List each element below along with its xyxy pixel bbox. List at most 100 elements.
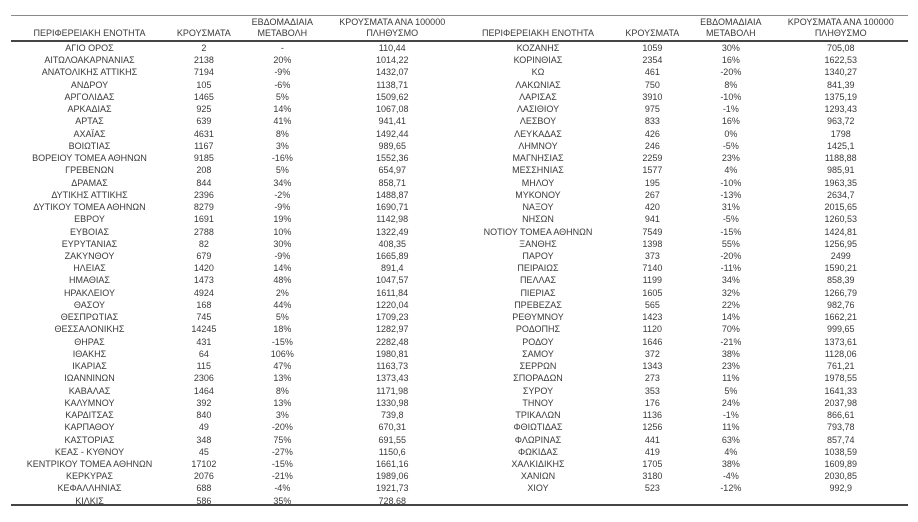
cases-cell: 7140 xyxy=(642,263,663,274)
table-header-right: ΠΕΡΙΦΕΡΕΙΑΚΗ ΕΝΟΤΗΤΑ ΚΡΟΥΣΜΑΤΑ ΕΒΔΟΜΑΔΙΑ… xyxy=(459,16,908,42)
weekly-change-cell: 22% xyxy=(721,299,740,310)
cases-cell: 2076 xyxy=(193,471,214,482)
table-row: ΠΙΕΡΙΑΣ 1605 32% 1266,79 xyxy=(460,287,909,299)
cases-cell: 419 xyxy=(644,446,660,457)
region-cell: ΚΩ xyxy=(531,67,545,78)
weekly-change-cell: -4% xyxy=(274,483,291,494)
weekly-change-cell: -2% xyxy=(274,189,291,200)
cases-per-100k-cell: 2499 xyxy=(830,250,851,261)
cases-per-100k-cell: 841,39 xyxy=(826,79,855,90)
table-row: ΔΥΤΙΚΗΣ ΑΤΤΙΚΗΣ 2396 -2% 1488,87 xyxy=(11,189,460,201)
table-row: ΚΕΦΑΛΛΗΝΙΑΣ 688 -4% 1921,73 xyxy=(11,482,460,494)
cases-cell: 8279 xyxy=(193,202,214,213)
region-cell: ΠΙΕΡΙΑΣ xyxy=(520,287,556,298)
cases-cell: 7194 xyxy=(193,67,214,78)
region-cell: ΧΑΝΙΩΝ xyxy=(520,471,556,482)
region-cell: ΠΕΙΡΑΙΩΣ xyxy=(517,263,559,274)
weekly-change-cell: -1% xyxy=(722,104,739,115)
weekly-change-cell: 14% xyxy=(721,312,740,323)
table-row: ΝΗΣΩΝ 941 -5% 1260,53 xyxy=(460,213,909,225)
weekly-change-cell: 34% xyxy=(273,177,292,188)
table-row: ΚΟΖΑΝΗΣ 1059 30% 705,08 xyxy=(460,41,909,54)
weekly-change-cell: 3% xyxy=(275,410,289,421)
table-row: ΧΑΛΚΙΔΙΚΗΣ 1705 38% 1609,89 xyxy=(460,458,909,470)
table-row: ΘΗΡΑΣ 431 -15% 2282,48 xyxy=(11,336,460,348)
region-cell: ΝΗΣΩΝ xyxy=(522,214,554,225)
cases-cell: 3910 xyxy=(642,91,663,102)
table-row: ΘΕΣΣΑΛΟΝΙΚΗΣ 14245 18% 1282,97 xyxy=(11,323,460,335)
cases-per-100k-cell: 408,35 xyxy=(378,238,406,249)
table-row: ΚΕΝΤΡΙΚΟΥ ΤΟΜΕΑ ΑΘΗΝΩΝ 17102 -15% 1661,16 xyxy=(11,458,460,470)
cases-cell: 7549 xyxy=(642,226,663,237)
region-cell: ΡΕΘΥΜΝΟΥ xyxy=(512,312,564,323)
weekly-change-cell: -10% xyxy=(720,177,742,188)
weekly-change-cell: -4% xyxy=(722,471,739,482)
cases-cell: 420 xyxy=(644,202,660,213)
table-row: ΚΑΣΤΟΡΙΑΣ 348 75% 691,55 xyxy=(11,434,460,446)
region-cell: ΙΘΑΚΗΣ xyxy=(72,348,107,359)
table-row: ΖΑΚΥΝΘΟΥ 679 -9% 1665,89 xyxy=(11,250,460,262)
cases-cell: 639 xyxy=(196,116,212,127)
weekly-change-cell: -15% xyxy=(720,226,742,237)
cases-cell: 82 xyxy=(198,238,209,249)
cases-cell: 2259 xyxy=(642,153,663,164)
region-cell: ΜΕΣΣΗΝΙΑΣ xyxy=(512,165,564,176)
table-row: ΜΥΚΟΝΟΥ 267 -13% 2634,7 xyxy=(460,189,909,201)
weekly-change-cell: -1% xyxy=(722,410,739,421)
cases-per-100k-cell: 1260,53 xyxy=(824,214,857,225)
cases-cell: 49 xyxy=(198,422,209,433)
cases-cell: 925 xyxy=(196,104,212,115)
weekly-change-cell: 8% xyxy=(724,79,738,90)
cases-cell: 9185 xyxy=(193,153,214,164)
region-cell: ΘΕΣΠΡΩΤΙΑΣ xyxy=(60,312,119,323)
cases-cell: 246 xyxy=(644,140,660,151)
cases-per-100k-cell: 1552,36 xyxy=(375,153,409,164)
cases-per-100k-cell: 1038,59 xyxy=(824,446,857,457)
cases-per-100k-cell: 989,65 xyxy=(378,140,406,151)
region-cell: ΖΑΚΥΝΘΟΥ xyxy=(64,250,115,261)
cases-per-100k-cell: 2015,65 xyxy=(824,202,857,213)
cases-per-100k-cell: 1373,43 xyxy=(375,373,409,384)
cases-per-100k-cell: 1067,08 xyxy=(375,104,409,115)
region-cell: ΦΘΙΩΤΙΔΑΣ xyxy=(513,422,563,433)
cases-cell: 1465 xyxy=(193,91,214,102)
region-cell: ΚΙΛΚΙΣ xyxy=(75,495,104,506)
weekly-change-cell: 11% xyxy=(722,422,740,433)
region-cell: ΣΕΡΡΩΝ xyxy=(519,361,557,372)
cases-cell: 392 xyxy=(196,397,212,408)
cases-cell: 2 xyxy=(201,43,207,53)
cases-per-100k-cell: 739,8 xyxy=(380,410,404,421)
cases-per-100k-cell: 2282,48 xyxy=(375,336,409,347)
weekly-change-cell: 13% xyxy=(273,397,292,408)
cases-per-100k-cell: 110,44 xyxy=(378,43,406,53)
table-row: ΛΑΡΙΣΑΣ 3910 -10% 1375,19 xyxy=(460,91,909,103)
cases-per-100k-cell: 654,97 xyxy=(378,165,406,176)
cases-per-100k-cell: 982,76 xyxy=(826,299,855,310)
cases-cell: 975 xyxy=(644,104,660,115)
cases-per-100k-cell: 1424,81 xyxy=(824,226,857,237)
region-cell: ΤΡΙΚΑΛΩΝ xyxy=(515,410,561,421)
cases-cell: 17102 xyxy=(191,458,217,469)
region-cell: ΚΕΝΤΡΙΚΟΥ ΤΟΜΕΑ ΑΘΗΝΩΝ xyxy=(26,458,153,469)
region-cell: ΓΡΕΒΕΝΩΝ xyxy=(65,165,114,176)
cases-per-100k-cell: 1662,21 xyxy=(824,312,857,323)
table-header-left: ΠΕΡΙΦΕΡΕΙΑΚΗ ΕΝΟΤΗΤΑ ΚΡΟΥΣΜΑΤΑ ΕΒΔΟΜΑΔΙΑ… xyxy=(11,16,460,42)
cases-per-100k-cell: 2634,7 xyxy=(826,189,855,200)
region-cell: ΝΟΤΙΟΥ ΤΟΜΕΑ ΑΘΗΝΩΝ xyxy=(483,226,593,237)
cases-cell: 1605 xyxy=(642,287,663,298)
weekly-change-cell: 48% xyxy=(273,275,292,286)
region-cell: ΕΥΡΥΤΑΝΙΑΣ xyxy=(61,238,118,249)
table-row: ΚΩ 461 -20% 1340,27 xyxy=(460,66,909,78)
table-row: ΝΟΤΙΟΥ ΤΟΜΕΑ ΑΘΗΝΩΝ 7549 -15% 1424,81 xyxy=(460,226,909,238)
cases-per-100k-cell: 1188,88 xyxy=(824,153,857,164)
region-cell: ΛΑΣΙΘΙΟΥ xyxy=(516,104,560,115)
cases-per-100k-cell: 1171,98 xyxy=(376,385,409,396)
weekly-change-cell: 20% xyxy=(273,55,292,66)
weekly-change-cell: 5% xyxy=(724,385,738,396)
cases-per-100k-cell: 1488,87 xyxy=(375,189,409,200)
table-row: ΣΑΜΟΥ 372 38% 1128,06 xyxy=(460,348,909,360)
cases-cell: 840 xyxy=(196,410,212,421)
cases-per-100k-cell: 891,4 xyxy=(380,263,404,274)
table-row: ΜΑΓΝΗΣΙΑΣ 2259 23% 1188,88 xyxy=(460,152,909,164)
table-row: ΚΑΒΑΛΑΣ 1464 8% 1171,98 xyxy=(11,385,460,397)
